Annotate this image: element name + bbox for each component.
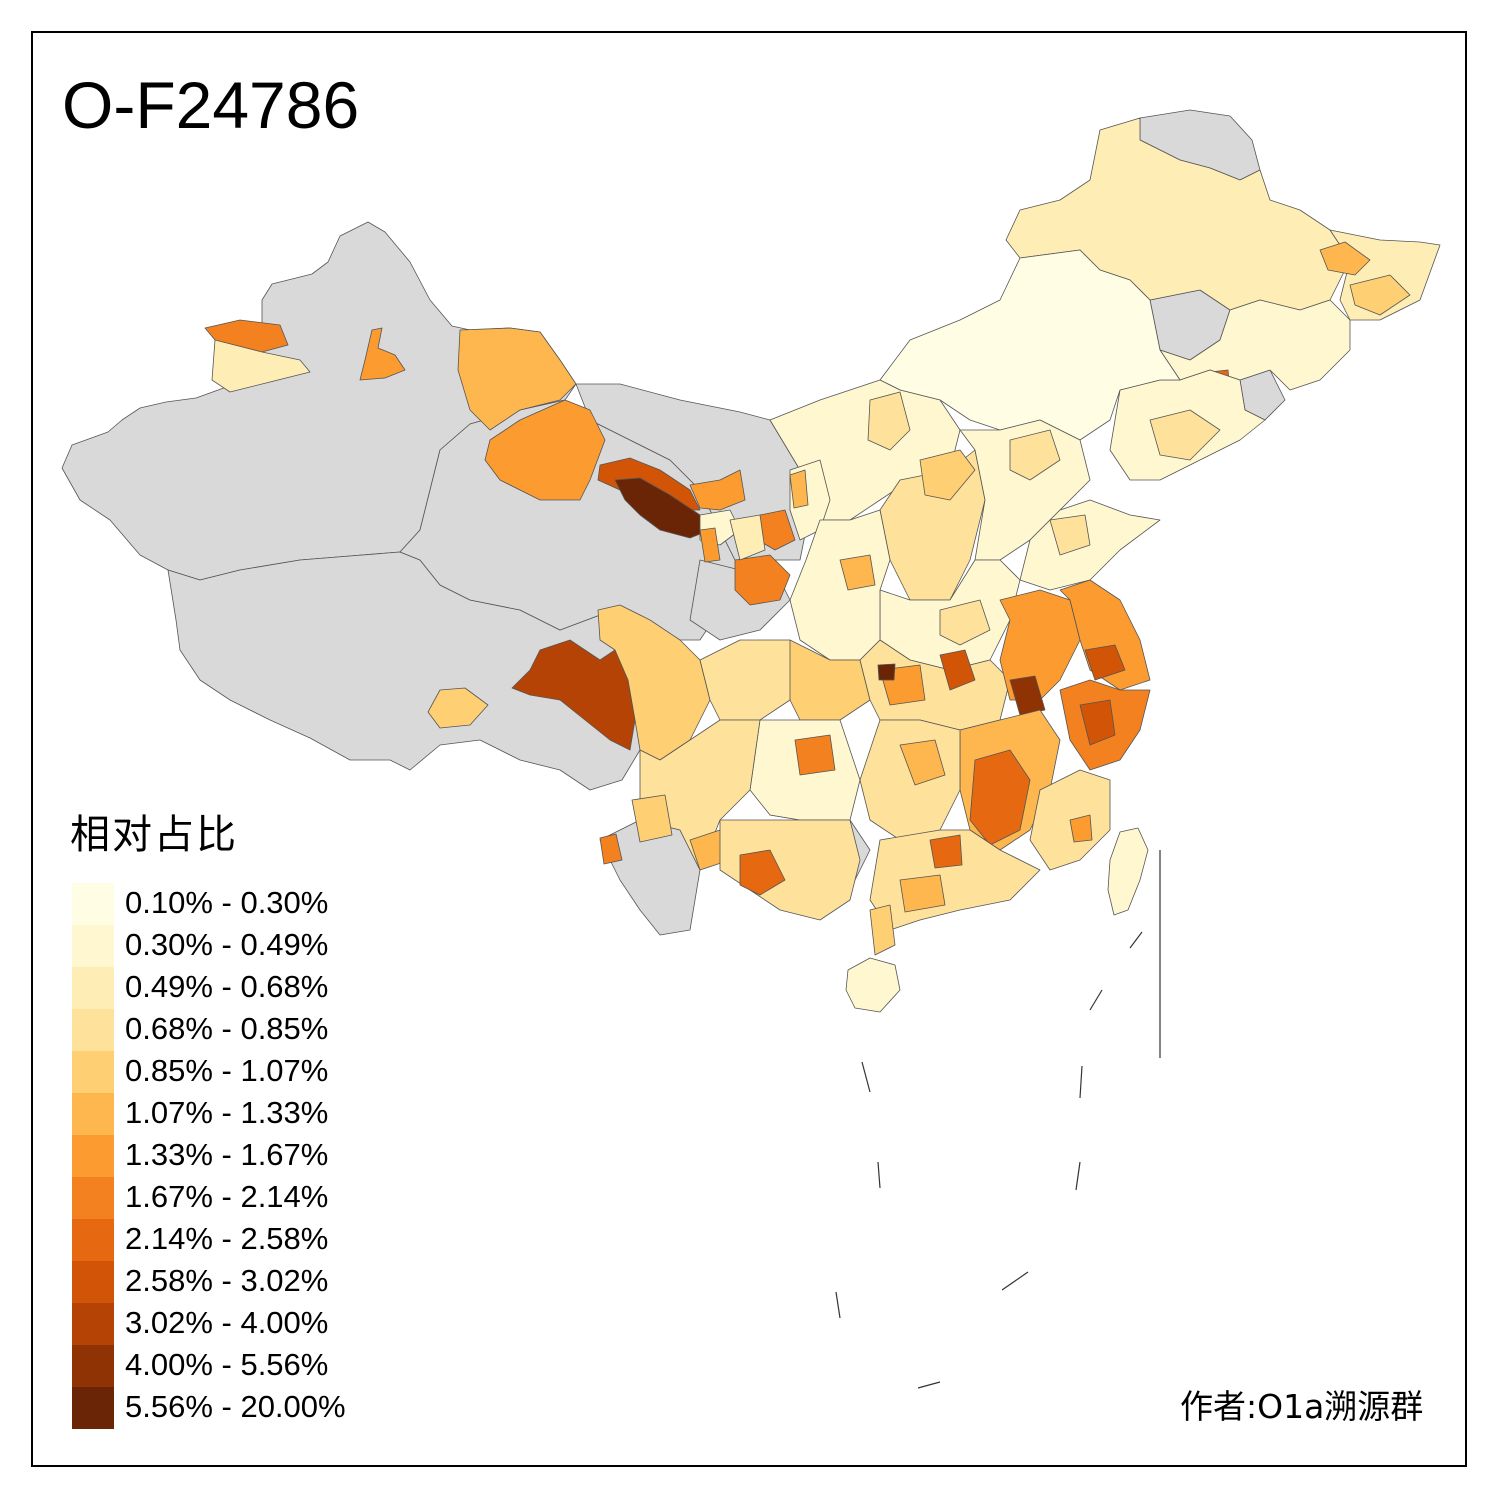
author-credit: 作者:O1a溯源群 — [1180, 1387, 1424, 1426]
region-hunan — [859, 719, 961, 841]
legend-label: 0.85% - 1.07% — [125, 1053, 329, 1088]
region-shiyan — [877, 663, 896, 681]
region-jiangsu — [1059, 579, 1151, 691]
region-shaanxi-orange — [839, 554, 876, 591]
region-shanxi-north — [919, 449, 976, 501]
legend-label: 2.14% - 2.58% — [125, 1221, 329, 1256]
region-liaoning-2 — [1149, 409, 1221, 461]
map-frame — [31, 31, 1467, 1467]
legend-swatch — [72, 1009, 114, 1051]
region-guizhou-orange — [794, 734, 836, 776]
region-zhanjiang — [869, 904, 896, 956]
legend-label: 0.30% - 0.49% — [125, 927, 329, 962]
region-urumqi — [359, 327, 406, 381]
region-jiangxi-south — [969, 749, 1031, 846]
legend-swatch — [72, 883, 114, 925]
region-xining — [699, 527, 721, 563]
region-hunan-orange — [899, 739, 946, 786]
region-sichuan-east — [699, 639, 801, 721]
region-zhejiang-dark — [1079, 699, 1116, 746]
legend-swatch — [72, 1219, 114, 1261]
region-shandong-2 — [1049, 514, 1091, 556]
legend-swatch — [72, 1135, 114, 1177]
south-sea-islands — [835, 850, 1161, 1389]
map-title: O-F24786 — [62, 68, 360, 142]
legend-swatch — [72, 1387, 114, 1429]
region-anhui — [999, 589, 1081, 701]
region-inner-mongolia-east — [879, 249, 1181, 441]
region-fujian-orange — [1069, 814, 1093, 843]
legend-label: 2.58% - 3.02% — [125, 1263, 329, 1298]
legend-label: 1.07% - 1.33% — [125, 1095, 329, 1130]
region-wuhai — [789, 469, 809, 509]
region-guangdong-orange — [899, 874, 946, 913]
legend-swatch — [72, 925, 114, 967]
region-chongqing — [789, 639, 871, 721]
legend-swatch — [72, 1261, 114, 1303]
region-mudanjiang — [1349, 274, 1411, 316]
legend-label: 1.67% - 2.14% — [125, 1179, 329, 1214]
legend-label: 5.56% - 20.00% — [125, 1389, 346, 1424]
legend-swatch — [72, 1345, 114, 1387]
legend-label: 0.49% - 0.68% — [125, 969, 329, 1004]
region-garze — [511, 639, 636, 751]
region-ili-light — [211, 339, 311, 393]
legend-swatch — [72, 967, 114, 1009]
legend-swatch — [72, 1093, 114, 1135]
region-jiangsu-dark — [1084, 644, 1126, 681]
region-shaoguan — [929, 834, 963, 869]
region-jiuquan-east — [457, 327, 577, 431]
region-hubei — [859, 639, 1011, 731]
region-xiaogan — [939, 649, 976, 691]
legend-swatch — [72, 1303, 114, 1345]
region-gansu-orange-2 — [689, 469, 746, 511]
legend-title: 相对占比 — [70, 812, 238, 858]
legend-swatch — [72, 1177, 114, 1219]
legend-swatch — [72, 1051, 114, 1093]
legend-label: 3.02% - 4.00% — [125, 1305, 329, 1340]
legend-label: 0.10% - 0.30% — [125, 885, 329, 920]
region-hebei-2 — [1009, 429, 1061, 481]
legend-label: 0.68% - 0.85% — [125, 1011, 329, 1046]
map-regions — [61, 109, 1441, 1013]
region-hainan — [845, 957, 901, 1013]
legend-label: 4.00% - 5.56% — [125, 1347, 329, 1382]
region-anhui-dark — [1009, 675, 1046, 716]
region-baise — [739, 849, 786, 896]
region-dehong — [599, 833, 623, 865]
region-jiamusi — [1319, 241, 1371, 276]
region-gansu-west — [484, 399, 606, 501]
region-hohhot — [867, 391, 911, 451]
region-taiwan — [1107, 827, 1149, 916]
region-henan-2 — [939, 599, 991, 646]
region-gansu-light-2 — [729, 514, 766, 561]
legend-label: 1.33% - 1.67% — [125, 1137, 329, 1172]
region-yunnan-west — [631, 794, 673, 843]
region-gansu-orange-3 — [734, 554, 791, 606]
region-ali — [427, 687, 489, 729]
